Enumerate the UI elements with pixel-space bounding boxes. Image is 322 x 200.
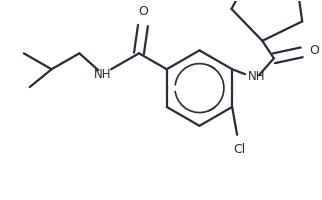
Text: Cl: Cl — [233, 143, 245, 156]
Text: NH: NH — [248, 70, 266, 83]
Text: NH: NH — [93, 68, 111, 81]
Text: O: O — [309, 44, 319, 57]
Text: O: O — [138, 5, 148, 18]
